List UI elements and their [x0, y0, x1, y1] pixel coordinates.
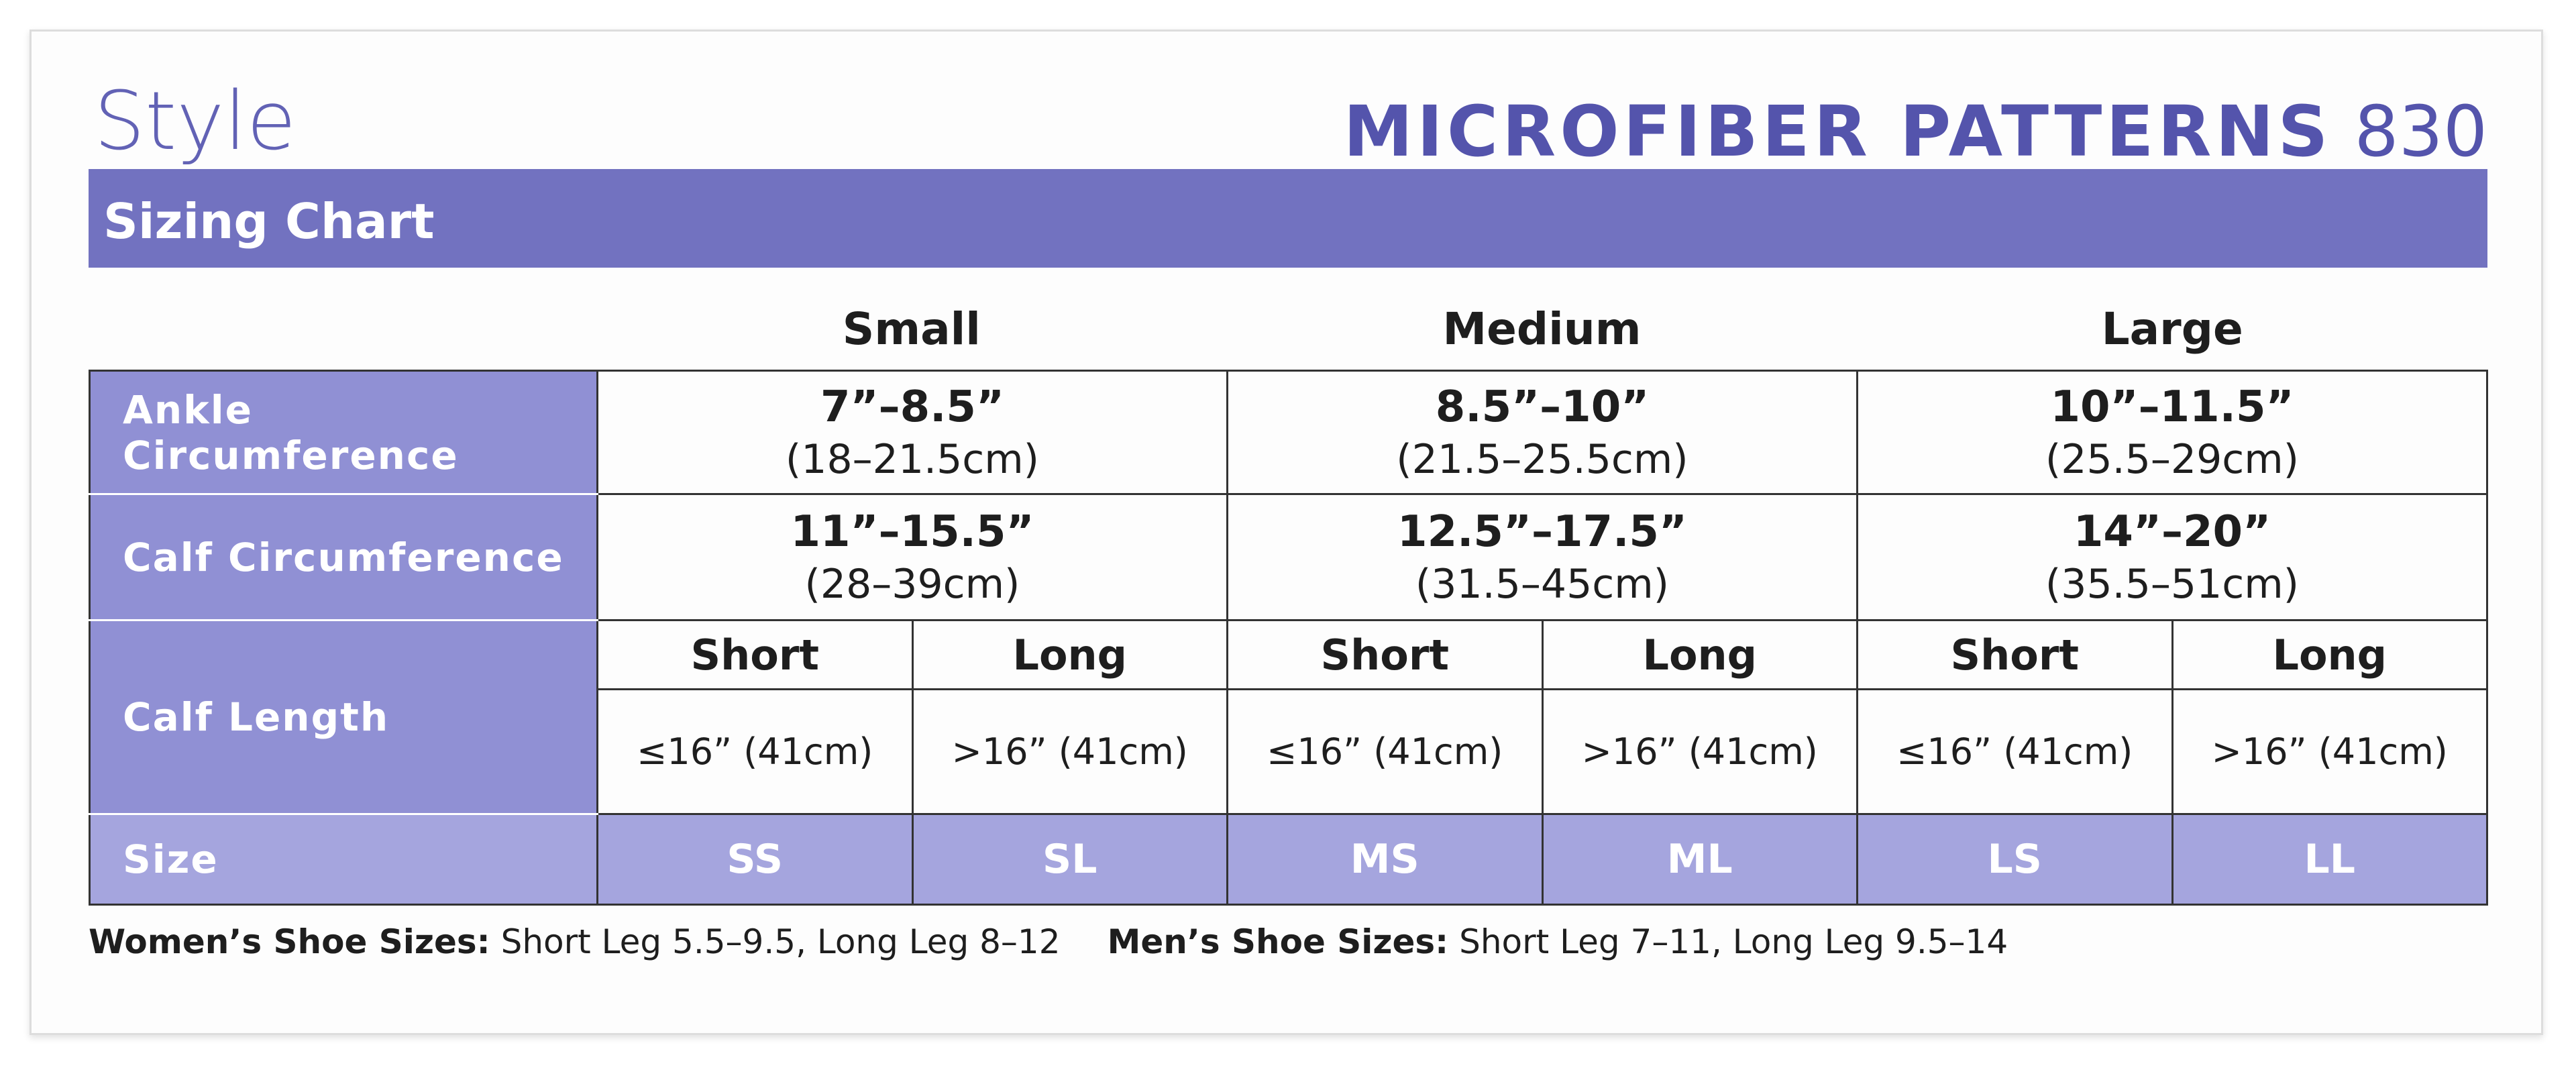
row-label: Ankle Circumference [89, 370, 598, 495]
measure-inches: 12.5”–17.5” [1397, 506, 1687, 557]
row: Calf Circumference 11”–15.5” (28–39cm) 12.5… [89, 493, 2488, 621]
sizing-table: Ankle Circumference 7”–8.5” (18–21.5cm) 8.5… [89, 370, 2488, 906]
row-label: Calf Circumference [89, 493, 598, 621]
size-code: SL [911, 813, 1228, 906]
column-headers: Small Medium Large [596, 296, 2487, 363]
title-number: 830 [2354, 91, 2487, 172]
measure-cm: (31.5–45cm) [1415, 560, 1670, 608]
row: Ankle Circumference 7”–8.5” (18–21.5cm) 8.5… [89, 370, 2488, 495]
measure-cell: 14”–20” (35.5–51cm) [1856, 493, 2488, 621]
length-header: Short [1856, 619, 2174, 690]
measure-cm: (21.5–25.5cm) [1396, 435, 1688, 483]
measure-cell: 11”–15.5” (28–39cm) [596, 493, 1228, 621]
size-code: MS [1226, 813, 1544, 906]
banner-title: Sizing Chart [103, 193, 435, 250]
measure-cell: 8.5”–10” (21.5–25.5cm) [1226, 370, 1858, 495]
size-code: SS [596, 813, 914, 906]
length-value: ≤16” (41cm) [1226, 688, 1544, 815]
size-code: LL [2171, 813, 2488, 906]
length-header: Short [596, 619, 914, 690]
measure-cell: 7”–8.5” (18–21.5cm) [596, 370, 1228, 495]
length-value: >16” (41cm) [911, 688, 1228, 815]
measure-cm: (18–21.5cm) [785, 435, 1040, 483]
measure-inches: 11”–15.5” [790, 506, 1034, 557]
measure-cell: 12.5”–17.5” (31.5–45cm) [1226, 493, 1858, 621]
length-header: Long [1541, 619, 1858, 690]
column-header: Small [842, 303, 981, 355]
measure-cell: 10”–11.5” (25.5–29cm) [1856, 370, 2488, 495]
title-bold: MICROFIBER PATTERNS [1343, 91, 2332, 172]
measure-inches: 8.5”–10” [1435, 382, 1650, 432]
row: Calf Length Short Long Short Long Short Long [89, 619, 2488, 815]
measure-inches: 10”–11.5” [2050, 382, 2294, 432]
length-value: >16” (41cm) [2171, 688, 2488, 815]
title: MICROFIBER PATTERNS 830 [1344, 91, 2487, 172]
note-label: Women’s Shoe Sizes: [89, 922, 490, 961]
measure-cm: (25.5–29cm) [2045, 435, 2300, 483]
length-header: Long [911, 619, 1228, 690]
length-header: Short [1226, 619, 1544, 690]
length-value: ≤16” (41cm) [596, 688, 914, 815]
measure-cm: (35.5–51cm) [2045, 560, 2300, 608]
row: Size SS SL MS ML LS LL [89, 813, 2488, 906]
measure-inches: 14”–20” [2073, 506, 2271, 557]
column-header: Medium [1442, 303, 1642, 355]
note-text: Short Leg 5.5–9.5, Long Leg 8–12 [500, 922, 1061, 961]
style-label: Style [94, 75, 297, 168]
size-code: LS [1856, 813, 2174, 906]
row: ≤16” (41cm) >16” (41cm) ≤16” (41cm) >16” (4… [90, 688, 2488, 815]
size-code: ML [1541, 813, 1858, 906]
length-value: ≤16” (41cm) [1856, 688, 2174, 815]
column-header: Large [2101, 303, 2243, 355]
note-text: Short Leg 7–11, Long Leg 9.5–14 [1459, 922, 2008, 961]
note-label: Men’s Shoe Sizes: [1107, 922, 1449, 961]
length-header: Long [2171, 619, 2488, 690]
length-value: >16” (41cm) [1541, 688, 1858, 815]
shoe-note: Men’s Shoe Sizes: Short Leg 7–11, Long L… [1108, 922, 2008, 961]
row-label: Calf Length [89, 619, 598, 815]
measure-inches: 7”–8.5” [820, 382, 1005, 432]
shoe-note: Women’s Shoe Sizes: Short Leg 5.5–9.5, L… [89, 922, 1061, 961]
footer: Women’s Shoe Sizes: Short Leg 5.5–9.5, L… [89, 922, 2055, 961]
row-label: Size [89, 813, 598, 906]
banner: Sizing Chart [89, 169, 2487, 268]
measure-cm: (28–39cm) [804, 560, 1020, 608]
